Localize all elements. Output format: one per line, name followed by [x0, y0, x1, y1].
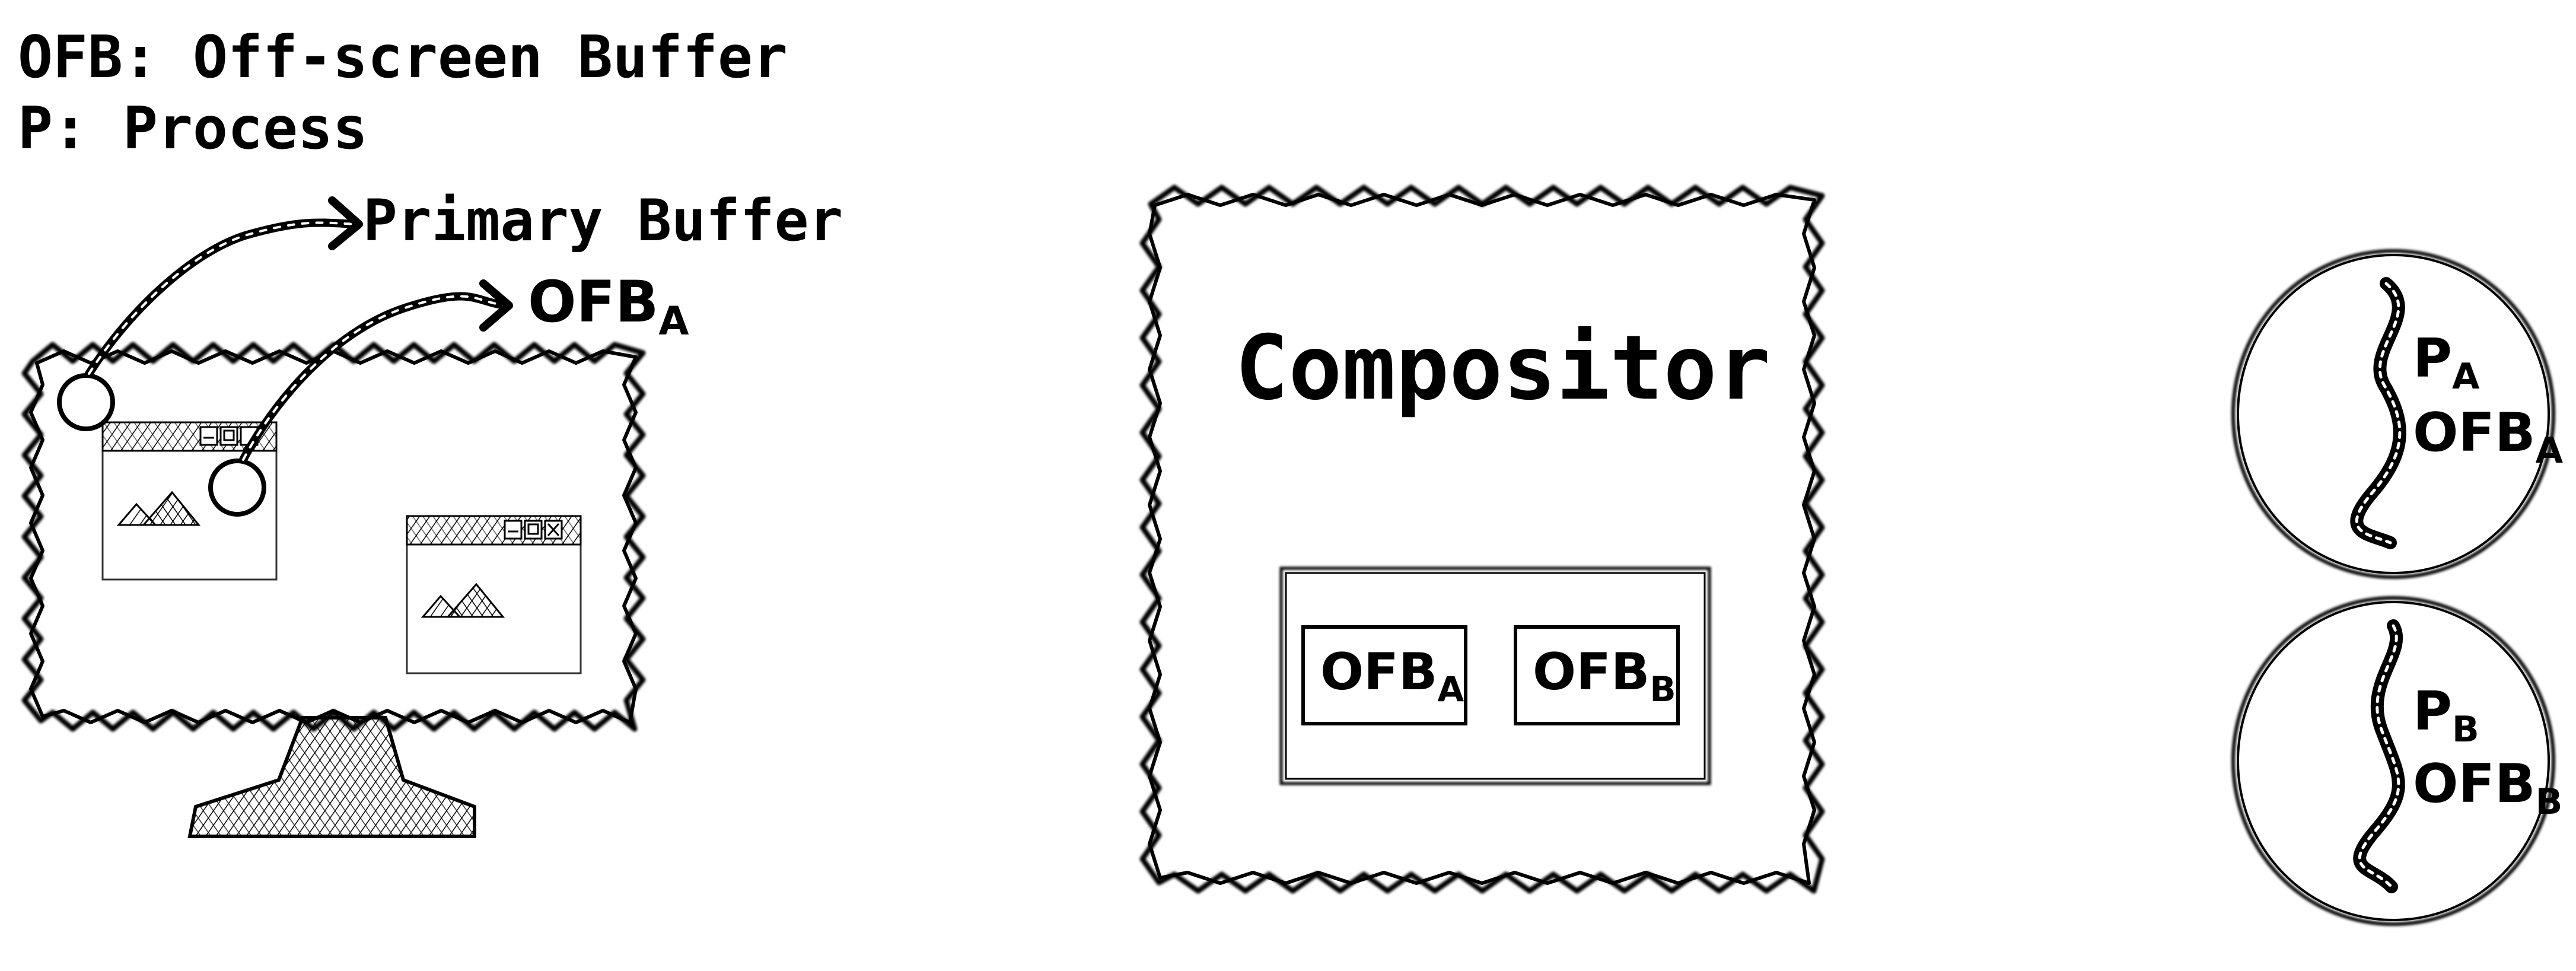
compositor-ofb-b: OFBB: [1514, 625, 1680, 725]
process-b: PB OFBB: [2231, 596, 2562, 926]
monitor-stand: [187, 716, 476, 838]
monitor: Primary Buffer OFBA: [21, 187, 843, 838]
thread-icon: [2353, 619, 2405, 893]
ofb-a-arrow: [239, 279, 513, 464]
ofb-a-label: OFBA: [528, 269, 689, 344]
image-icon: [421, 582, 505, 618]
process-b-ofb: OFBB: [2413, 753, 2562, 823]
monitor-frame-inner: [29, 349, 638, 724]
window-b-controls: [504, 520, 563, 540]
ofb-a-marker: [208, 459, 266, 517]
primary-buffer-marker: [57, 373, 115, 431]
process-a: PA OFBA: [2231, 249, 2564, 579]
legend-ofb: OFB: Off-screen Buffer: [18, 24, 788, 91]
compositor-ofb-a: OFBA: [1301, 625, 1467, 725]
legend-process: P: Process: [18, 95, 368, 163]
primary-buffer-arrow: [85, 196, 363, 378]
app-window-b: [406, 515, 582, 674]
process-b-label: PB: [2413, 680, 2479, 750]
buffer-tray: [1279, 566, 1711, 785]
process-a-ofb: OFBA: [2413, 402, 2564, 472]
thread-icon: [2350, 277, 2406, 549]
process-a-label: PA: [2413, 327, 2480, 397]
primary-buffer-label: Primary Buffer: [363, 187, 843, 254]
image-icon: [116, 491, 201, 526]
svg-text:OFBA: OFBA: [1320, 642, 1464, 709]
compositor-title: Compositor: [1235, 317, 1771, 420]
compositor-box: Compositor OFBA OFBB: [1139, 184, 1825, 894]
svg-text:OFBB: OFBB: [1533, 642, 1676, 709]
